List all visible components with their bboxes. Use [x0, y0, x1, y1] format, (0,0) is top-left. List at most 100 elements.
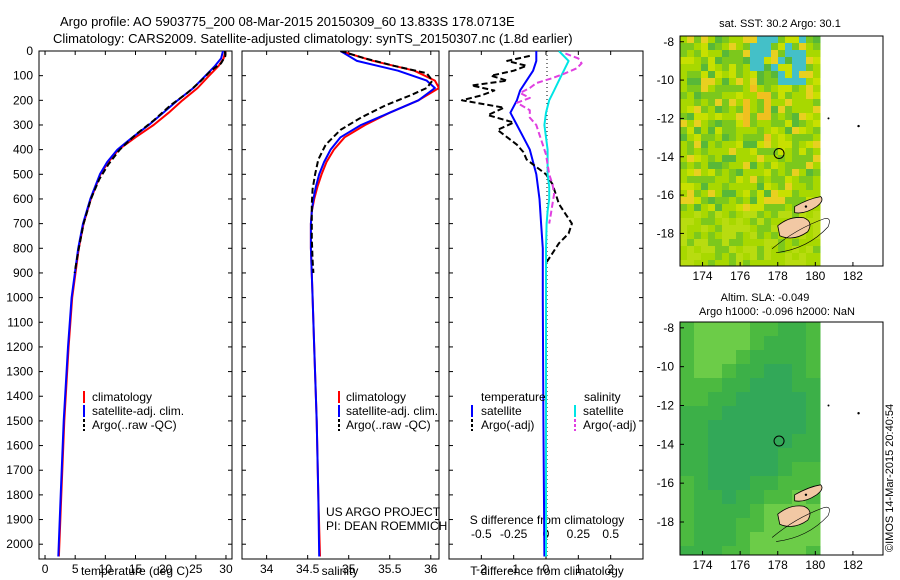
map-cell: [799, 50, 807, 58]
map-cell: [708, 64, 716, 72]
map-cell: [687, 204, 695, 212]
map-cell: [743, 204, 751, 212]
map-cell: [694, 504, 709, 519]
map-cell: [806, 106, 814, 114]
map-cell: [785, 78, 793, 86]
map-cell: [743, 71, 751, 79]
map-cell: [708, 364, 723, 379]
map-cell: [806, 532, 821, 547]
map-cell: [813, 225, 821, 233]
map-cell: [750, 127, 758, 135]
legend-title-temperature: temperature: [481, 390, 546, 404]
map-cell: [813, 253, 821, 261]
map-cell: [687, 148, 695, 156]
island-dot: [804, 205, 808, 208]
map-cell: [792, 350, 807, 365]
map-cell: [743, 183, 751, 191]
map-cell: [708, 246, 716, 254]
project-line1: US ARGO PROJECT: [326, 505, 441, 519]
map-cell: [729, 162, 737, 170]
x-tick-label: 34: [260, 562, 274, 576]
map-cell: [778, 218, 786, 226]
legend-label-t-argo: Argo(-adj): [481, 418, 534, 432]
map-cell: [729, 148, 737, 156]
map-cell: [771, 50, 779, 58]
map-cell: [750, 462, 765, 477]
map-cell: [771, 120, 779, 128]
map-cell: [771, 211, 779, 219]
map-cell: [722, 225, 730, 233]
map-cell: [771, 260, 779, 266]
x-tick-label: 0: [543, 562, 550, 576]
map-cell: [764, 176, 772, 184]
map-cell: [729, 190, 737, 198]
map-cell: [764, 134, 772, 142]
map-x-tick-label: 176: [730, 558, 750, 572]
map-cell: [722, 36, 730, 44]
map-cell: [701, 190, 709, 198]
map-cell: [694, 225, 702, 233]
map-cell: [743, 155, 751, 163]
map-cell: [757, 232, 765, 240]
map-cell: [736, 50, 744, 58]
map-cell: [778, 448, 793, 463]
map-cell: [694, 64, 702, 72]
map-cell: [743, 141, 751, 149]
map-cell: [729, 169, 737, 177]
map-cell: [743, 92, 751, 100]
map-cell: [757, 246, 765, 254]
map-cell: [701, 99, 709, 107]
map-cell: [694, 406, 709, 421]
map-cell: [785, 36, 793, 44]
map-cell: [792, 141, 800, 149]
map-cell: [694, 448, 709, 463]
map-cell: [722, 490, 737, 505]
map-cell: [743, 239, 751, 247]
map-cell: [799, 85, 807, 93]
map-cell: [701, 246, 709, 254]
y-tick-label: 1600: [6, 439, 33, 453]
temperature-climatology-line: [57, 51, 227, 557]
map-cell: [743, 253, 751, 261]
y-tick-label: 200: [13, 93, 33, 107]
map-cell: [764, 71, 772, 79]
map-cell: [722, 99, 730, 107]
map-cell: [736, 71, 744, 79]
map-cell: [778, 120, 786, 128]
map-cell: [687, 155, 695, 163]
map-cell: [722, 546, 737, 555]
map-cell: [778, 148, 786, 156]
map-cell: [792, 162, 800, 170]
map-cell: [722, 183, 730, 191]
map-cell: [680, 218, 688, 226]
island-dot: [827, 117, 830, 120]
map-cell: [736, 232, 744, 240]
map-cell: [792, 197, 800, 205]
map-cell: [750, 99, 758, 107]
map-cell: [750, 176, 758, 184]
y-tick-label: 1000: [6, 291, 33, 305]
map-cell: [750, 239, 758, 247]
map-cell: [694, 190, 702, 198]
map-cell: [785, 246, 793, 254]
map-cell: [778, 183, 786, 191]
s-difference-x-axis: -0.5 -0.25 0 0.25 0.5: [471, 527, 619, 541]
map-cell: [715, 197, 723, 205]
map-cell: [778, 211, 786, 219]
map-cell: [799, 106, 807, 114]
map-cell: [694, 99, 702, 107]
map-cell: [708, 169, 716, 177]
map-cell: [694, 322, 709, 337]
y-tick-label: 300: [13, 118, 33, 132]
map-cell: [694, 462, 709, 477]
map-cell: [813, 99, 821, 107]
map-cell: [792, 260, 800, 266]
map-cell: [729, 43, 737, 51]
map-cell: [708, 50, 716, 58]
map-x-tick-label: 182: [843, 558, 863, 572]
map-cell: [764, 322, 779, 337]
map-cell: [764, 232, 772, 240]
map-cell: [701, 71, 709, 79]
map-cell: [813, 71, 821, 79]
